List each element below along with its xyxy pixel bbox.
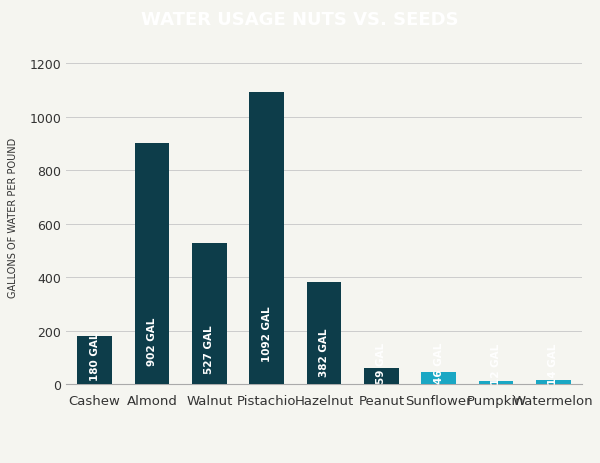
Y-axis label: GALLONS OF WATER PER POUND: GALLONS OF WATER PER POUND bbox=[8, 138, 18, 298]
Text: 14 GAL: 14 GAL bbox=[548, 343, 559, 384]
Text: 46 GAL: 46 GAL bbox=[434, 342, 443, 383]
Text: 1092 GAL: 1092 GAL bbox=[262, 306, 272, 361]
Text: 180 GAL: 180 GAL bbox=[89, 332, 100, 381]
Bar bbox=[364, 369, 398, 384]
Bar bbox=[135, 144, 169, 384]
Bar bbox=[421, 372, 456, 384]
Text: 59 GAL: 59 GAL bbox=[376, 342, 386, 383]
Text: 902 GAL: 902 GAL bbox=[147, 317, 157, 365]
Text: WATER USAGE NUTS VS. SEEDS: WATER USAGE NUTS VS. SEEDS bbox=[141, 12, 459, 29]
Bar bbox=[479, 381, 513, 384]
Text: 12 GAL: 12 GAL bbox=[491, 343, 501, 384]
Text: 527 GAL: 527 GAL bbox=[205, 325, 214, 373]
Bar bbox=[307, 282, 341, 384]
Bar bbox=[536, 381, 571, 384]
Bar bbox=[192, 244, 227, 384]
Bar bbox=[250, 93, 284, 384]
Text: 382 GAL: 382 GAL bbox=[319, 328, 329, 376]
Bar bbox=[77, 336, 112, 384]
